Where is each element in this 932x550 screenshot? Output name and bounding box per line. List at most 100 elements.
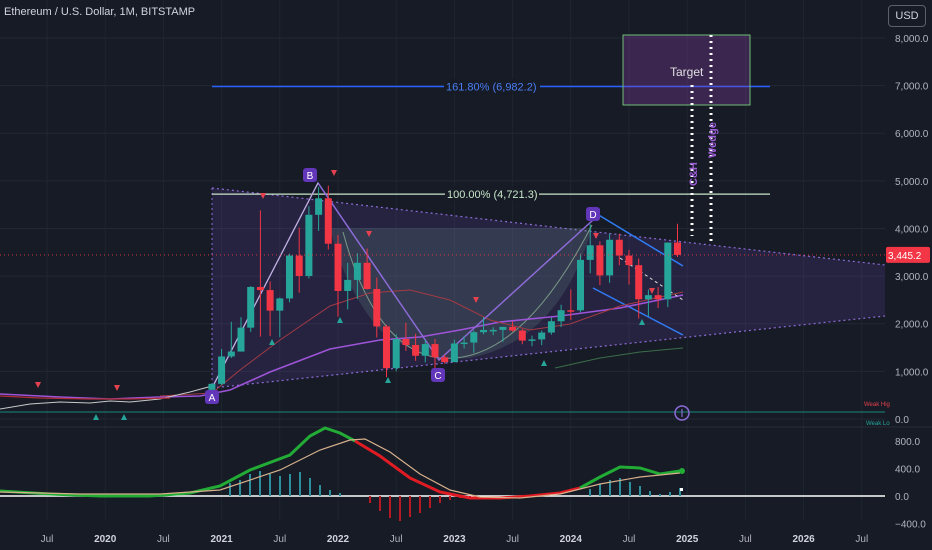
price-history-line [0, 385, 213, 410]
candle-body [227, 351, 235, 357]
x-tick-label: Jul [273, 534, 286, 545]
candle-body [625, 255, 633, 266]
y-tick-label: 2,000.0 [895, 320, 929, 331]
candle-body [305, 214, 313, 276]
macd-hist-bar [389, 496, 391, 518]
target-label: Target [670, 65, 704, 79]
candle-body [383, 326, 390, 369]
macd-hist-bar [409, 496, 411, 517]
ma-long-purple [0, 294, 684, 400]
x-tick-label: 2020 [94, 534, 117, 545]
candle-body [586, 245, 594, 260]
x-tick-label: 2026 [792, 534, 815, 545]
candle-body [208, 383, 216, 390]
macd-hist-bar [329, 490, 331, 496]
weak-low-label: Weak Lo [866, 421, 890, 427]
macd-hist-bar [449, 496, 451, 500]
target-box [622, 34, 751, 106]
y-tick-label: 8,000.0 [895, 34, 929, 45]
candle-body [373, 289, 381, 327]
candle-body [528, 339, 536, 341]
x-tick-label: 2021 [210, 534, 233, 545]
buy-signal-triangle [269, 339, 275, 345]
candles [208, 185, 681, 394]
candle-body [402, 338, 410, 345]
macd-hist-bar [289, 474, 291, 496]
last-price-label: 3,445.2 [888, 251, 922, 262]
x-tick-label: 2022 [327, 534, 350, 545]
macd-line-green [0, 426, 356, 498]
macd-y-tick-label: 400.0 [895, 465, 920, 476]
macd-y-tick-label: 800.0 [895, 437, 920, 448]
y-tick-label: 5,000.0 [895, 177, 929, 188]
currency-button[interactable]: USD [888, 5, 926, 27]
candle-body [615, 239, 623, 256]
candle-body [334, 243, 342, 291]
buy-signal-triangle [639, 319, 645, 325]
candle-body [256, 286, 264, 291]
macd-hist-bar [319, 485, 321, 496]
macd-hist-bar [639, 486, 641, 496]
macd-signal-line [0, 438, 681, 499]
macd-line-red [354, 439, 581, 500]
macd-hist-bar [419, 496, 421, 513]
macd-hist-bar [619, 478, 621, 496]
candle-body [547, 321, 555, 333]
point-b-marker: B [307, 171, 314, 182]
sell-signal-triangle [260, 193, 266, 199]
ma-early-red [0, 395, 171, 400]
sell-signal-triangle [114, 385, 120, 391]
sell-signal-triangle [649, 288, 655, 294]
macd-hist-bar [649, 491, 651, 496]
x-tick-label: Jul [855, 534, 868, 545]
buy-signal-triangle [385, 377, 391, 383]
candle-body [654, 295, 662, 300]
point-d-marker-bg [586, 207, 600, 221]
candle-body [470, 332, 478, 343]
macd-hist-bar [229, 483, 231, 496]
x-tick-label: 2024 [560, 534, 583, 545]
point-d-marker: D [589, 210, 596, 221]
macd-hist-bar [399, 496, 401, 521]
macd-marker [680, 488, 683, 491]
candle-body [392, 338, 400, 369]
x-tick-label: 2025 [676, 534, 699, 545]
candle-body [557, 310, 565, 322]
candle-body [664, 242, 672, 300]
candle-body [644, 295, 652, 300]
candle-body [441, 357, 449, 363]
macd-hist-bar [309, 478, 311, 496]
macd-line-green-2 [579, 465, 681, 490]
candle-body [295, 255, 303, 276]
candle-body [450, 343, 458, 363]
macd-y-tick-label: 0.0 [895, 492, 909, 503]
y-tick-label: 7,000.0 [895, 82, 929, 93]
candle-body [412, 344, 420, 356]
macd-hist-bar [599, 484, 601, 496]
candle-body [460, 342, 468, 345]
candle-body [353, 262, 361, 280]
x-tick-label: Jul [739, 534, 752, 545]
y-tick-label: 0.0 [895, 415, 909, 426]
buy-signal-triangle [541, 360, 547, 366]
candle-body [218, 356, 226, 384]
fib-100-label-bg [445, 186, 539, 202]
sell-signal-triangle [331, 170, 337, 176]
x-tick-label: Jul [623, 534, 636, 545]
weak-high-label: Weak Hig [864, 402, 890, 408]
y-tick-label: 3,000.0 [895, 272, 929, 283]
candle-body [247, 286, 255, 328]
macd-hist-bar [679, 488, 681, 496]
candle-body [596, 245, 604, 276]
macd-hist-bar [439, 496, 441, 503]
macd-hist-bar [249, 474, 251, 496]
chart-title: Ethereum / U.S. Dollar, 1M, BITSTAMP [4, 6, 196, 18]
x-tick-label: Jul [390, 534, 403, 545]
fib-100-label: 100.00% (4,721.3) [447, 189, 538, 201]
candle-body [286, 255, 293, 299]
macd-hist-bar [609, 480, 611, 496]
triangle-pattern-fill [212, 188, 885, 388]
macd-hist-bar [239, 480, 241, 496]
macd-hist-bar [669, 492, 671, 496]
